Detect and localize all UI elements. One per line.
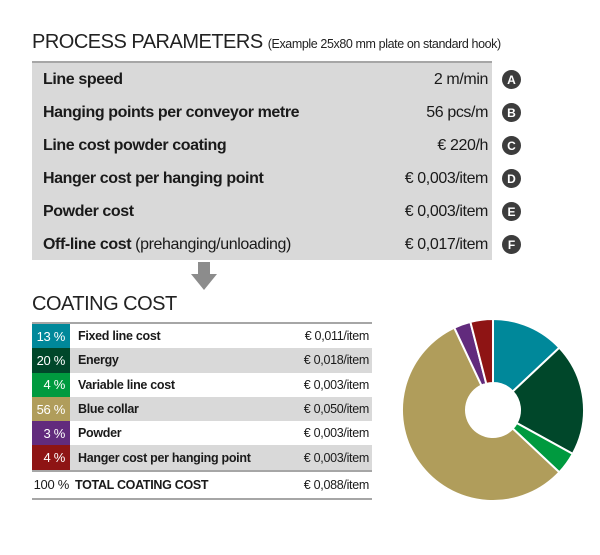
cost-pct: 13 % — [32, 324, 70, 349]
cost-label: Hanger cost per hanging point — [78, 450, 251, 465]
parameter-label: Hanging points per conveyor metre — [43, 103, 300, 121]
parameter-row: Hanger cost per hanging point € 0,003/it… — [32, 162, 521, 195]
coating-cost-title: COATING COST — [32, 293, 177, 315]
cost-row: 3 % Powder € 0,003/item — [32, 421, 372, 446]
cost-pct: 4 % — [32, 372, 70, 397]
cost-pct: 20 % — [32, 348, 70, 373]
parameter-row: Off-line cost (prehanging/unloading) € 0… — [32, 228, 521, 261]
cost-pct: 56 % — [32, 396, 70, 422]
parameter-row: Powder cost € 0,003/item E — [32, 195, 521, 228]
cost-value: € 0,018/item — [303, 353, 370, 368]
badge-b: B — [502, 103, 521, 122]
parameter-row: Line cost powder coating € 220/h C — [32, 129, 521, 162]
cost-label: Powder — [78, 426, 122, 441]
parameter-row: Line speed 2 m/min A — [32, 63, 521, 96]
badge-d: D — [502, 169, 521, 188]
badge-c: C — [502, 136, 521, 155]
parameter-value: € 0,003/item — [404, 169, 489, 187]
cost-value: € 0,003/item — [303, 450, 370, 465]
process-parameters-panel: Line speed 2 m/min A Hanging points per c… — [32, 61, 521, 261]
process-title-text: PROCESS PARAMETERS — [32, 31, 263, 53]
arrow-down-icon — [191, 262, 217, 290]
parameter-label: Line speed — [43, 70, 123, 88]
badge-f: F — [502, 235, 521, 254]
badge-a: A — [502, 70, 521, 89]
cost-value: € 0,011/item — [304, 329, 370, 344]
coating-cost-donut-chart — [401, 317, 585, 502]
process-parameters-title: PROCESS PARAMETERS (Example 25x80 mm pla… — [32, 31, 501, 54]
cost-label: Fixed line cost — [78, 329, 161, 344]
cost-row: 56 % Blue collar € 0,050/item — [32, 396, 372, 422]
parameter-label: Hanger cost per hanging point — [43, 169, 264, 187]
cost-value: € 0,003/item — [303, 377, 370, 392]
cost-row: 13 % Fixed line cost € 0,011/item — [32, 324, 372, 349]
parameter-value: 2 m/min — [433, 70, 489, 88]
pie-slice-energy — [511, 346, 585, 456]
pie-slice-hanger-cost-per-hanging-point — [469, 317, 494, 386]
cost-label: Energy — [78, 353, 119, 368]
coating-cost-table: 13 % Fixed line cost € 0,011/item 20 % En… — [32, 322, 372, 500]
cost-value: € 0,003/item — [303, 426, 370, 441]
total-label: TOTAL COATING COST — [75, 477, 209, 492]
cost-label: Blue collar — [78, 402, 139, 417]
total-row: 100 % TOTAL COATING COST € 0,088/item — [32, 469, 372, 500]
parameter-value: € 220/h — [437, 136, 488, 154]
parameter-row: Hanging points per conveyor metre 56 pcs… — [32, 96, 521, 129]
cost-pct: 3 % — [32, 421, 70, 446]
cost-row: 4 % Hanger cost per hanging point € 0,00… — [32, 445, 372, 470]
parameter-label: Line cost powder coating — [43, 136, 227, 154]
badge-e: E — [502, 202, 521, 221]
cost-label: Variable line cost — [78, 377, 175, 392]
parameter-value: € 0,003/item — [404, 202, 489, 220]
total-pct: 100 % — [33, 477, 70, 493]
parameter-value: € 0,017/item — [404, 235, 489, 253]
total-value: € 0,088/item — [303, 477, 370, 492]
parameter-label: Off-line cost (prehanging/unloading) — [43, 235, 291, 253]
cost-pct: 4 % — [32, 445, 70, 470]
cost-row: 4 % Variable line cost € 0,003/item — [32, 372, 372, 397]
parameter-label: Powder cost — [43, 202, 134, 220]
process-subtitle: (Example 25x80 mm plate on standard hook… — [267, 37, 501, 51]
parameter-value: 56 pcs/m — [426, 103, 488, 121]
cost-value: € 0,050/item — [303, 402, 370, 417]
pie-slice-blue-collar — [401, 326, 561, 502]
cost-row: 20 % Energy € 0,018/item — [32, 348, 372, 373]
